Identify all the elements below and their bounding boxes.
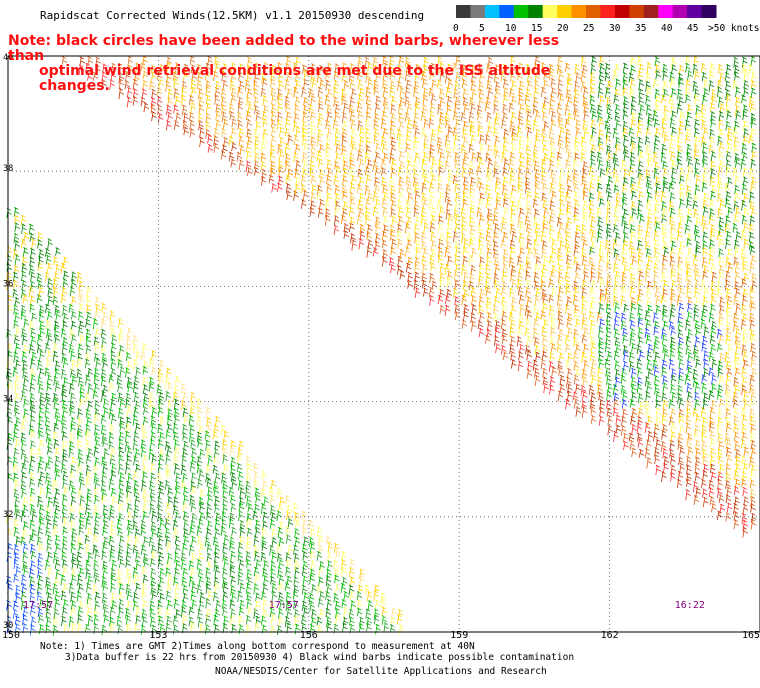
- pass-time-label: 16:22: [675, 600, 705, 611]
- legend-label: 20: [557, 23, 569, 34]
- wind-barb-group: [598, 302, 723, 408]
- legend-swatch: [672, 5, 688, 18]
- lat-lon-grid: [7, 55, 760, 633]
- x-tick-label: 159: [450, 630, 468, 641]
- legend-label: 30: [609, 23, 621, 34]
- x-tick-label: 153: [149, 630, 167, 641]
- legend-label: 5: [479, 23, 485, 34]
- wind-barb-group: [6, 304, 396, 636]
- legend-label: 35: [635, 23, 646, 34]
- legend-swatch: [629, 5, 645, 18]
- legend-swatch: [499, 5, 515, 18]
- x-tick-label: 162: [601, 630, 619, 641]
- wind-barb-group: [589, 55, 757, 260]
- y-tick-label: 32: [3, 510, 13, 520]
- wind-barb-group: [228, 119, 750, 481]
- wind-barb-group: [151, 55, 757, 482]
- legend-label: 25: [583, 23, 594, 34]
- plot-frame: [7, 55, 760, 633]
- legend-swatch: [614, 5, 630, 18]
- wind-barb-group: [6, 214, 404, 625]
- wind-barb-group: [6, 222, 355, 635]
- wind-barb-group: [78, 62, 749, 531]
- x-tick-label: 165: [742, 630, 760, 641]
- pass-time-label: 17:57: [269, 600, 299, 611]
- legend-swatch: [542, 5, 558, 18]
- chart-title: Rapidscat Corrected Winds(12.5KM) v1.1 2…: [40, 9, 425, 22]
- legend-swatch: [571, 5, 587, 18]
- pass-time-label: 17:57: [23, 600, 53, 611]
- wind-barb-group: [79, 56, 757, 523]
- x-tick-label: 150: [2, 630, 20, 641]
- wind-barb-group: [95, 56, 749, 538]
- legend-swatch: [643, 5, 659, 18]
- legend-swatch: [484, 5, 500, 18]
- wind-barb-group: [589, 55, 757, 258]
- legend-label: >50 knots: [708, 23, 759, 34]
- y-tick-label: 30: [3, 621, 13, 631]
- legend-swatch: [701, 5, 717, 18]
- legend-swatch: [600, 5, 616, 18]
- wind-barb-group: [213, 120, 758, 499]
- y-tick-label: 36: [3, 279, 13, 289]
- legend-swatch: [586, 5, 601, 18]
- wind-barb-group: [142, 55, 587, 130]
- wind-barb-group: [588, 56, 757, 410]
- y-tick-labels: 40 38 36 34 32 30: [3, 53, 13, 631]
- legend-label: 45: [687, 23, 698, 34]
- y-tick-label: 34: [3, 395, 13, 405]
- legend-label: 0: [453, 23, 459, 34]
- legend-swatch: [470, 5, 486, 18]
- legend-swatch: [513, 5, 529, 18]
- legend-label: 40: [661, 23, 673, 34]
- legend-swatch: [557, 5, 573, 18]
- legend-swatch: [687, 5, 703, 18]
- legend-swatch: [528, 5, 544, 18]
- wind-speed-legend: 0 5 10 15 20 25 30 35 40 45 >50 knots: [453, 5, 759, 34]
- wind-barb-group: [6, 543, 44, 634]
- wind-barb-group: [6, 543, 44, 636]
- y-tick-label: 40: [3, 53, 13, 63]
- legend-label: 10: [505, 23, 517, 34]
- note-line-2: optimal wind retrieval conditions are me…: [39, 63, 551, 94]
- wind-barb-field: [6, 55, 758, 636]
- footer-line-1: Note: 1) Times are GMT 2)Times along bot…: [40, 641, 475, 652]
- legend-swatch: [658, 5, 674, 18]
- wind-barb-group: [254, 119, 757, 481]
- wind-barb-group: [127, 55, 757, 490]
- footer-line-2: 3)Data buffer is 22 hrs from 20150930 4)…: [65, 652, 575, 663]
- x-tick-label: 156: [300, 630, 318, 641]
- x-tick-labels: 150 153 156 159 162 165: [2, 630, 760, 641]
- pass-time-labels: 17:57 17:57 16:22: [23, 600, 705, 611]
- wind-barb-group: [598, 302, 724, 411]
- legend-swatch: [456, 5, 471, 18]
- wind-barb-group: [599, 302, 723, 409]
- y-tick-label: 38: [3, 164, 13, 174]
- contamination-note: Note: black circles have been added to t…: [8, 34, 568, 94]
- note-line-1: Note: black circles have been added to t…: [8, 33, 560, 64]
- wind-barb-group: [6, 303, 363, 636]
- wind-barb-group: [78, 289, 397, 618]
- footer-line-3: NOAA/NESDIS/Center for Satellite Applica…: [215, 666, 547, 677]
- legend-label: 15: [531, 23, 542, 34]
